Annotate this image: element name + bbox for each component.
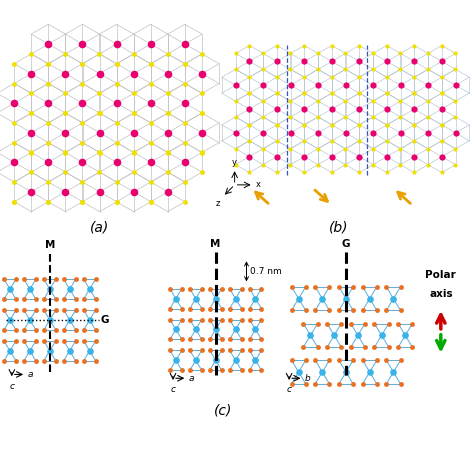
Text: (c): (c)	[214, 403, 232, 417]
Text: M: M	[45, 240, 55, 250]
Text: (a): (a)	[90, 220, 109, 235]
Text: axis: axis	[429, 289, 453, 299]
Text: c: c	[287, 385, 292, 394]
Text: c: c	[171, 385, 175, 394]
Text: (b): (b)	[329, 220, 349, 235]
Text: 0.7 nm: 0.7 nm	[250, 267, 282, 276]
Text: a: a	[189, 374, 194, 383]
Text: z: z	[216, 199, 220, 208]
Text: Polar: Polar	[426, 270, 456, 280]
Text: a: a	[27, 370, 33, 379]
Text: b: b	[305, 374, 310, 383]
Text: G: G	[100, 315, 109, 325]
Text: M: M	[210, 239, 221, 249]
Text: G: G	[342, 239, 350, 249]
Text: c: c	[9, 382, 14, 391]
Text: x: x	[256, 181, 261, 189]
Text: y: y	[232, 158, 237, 167]
